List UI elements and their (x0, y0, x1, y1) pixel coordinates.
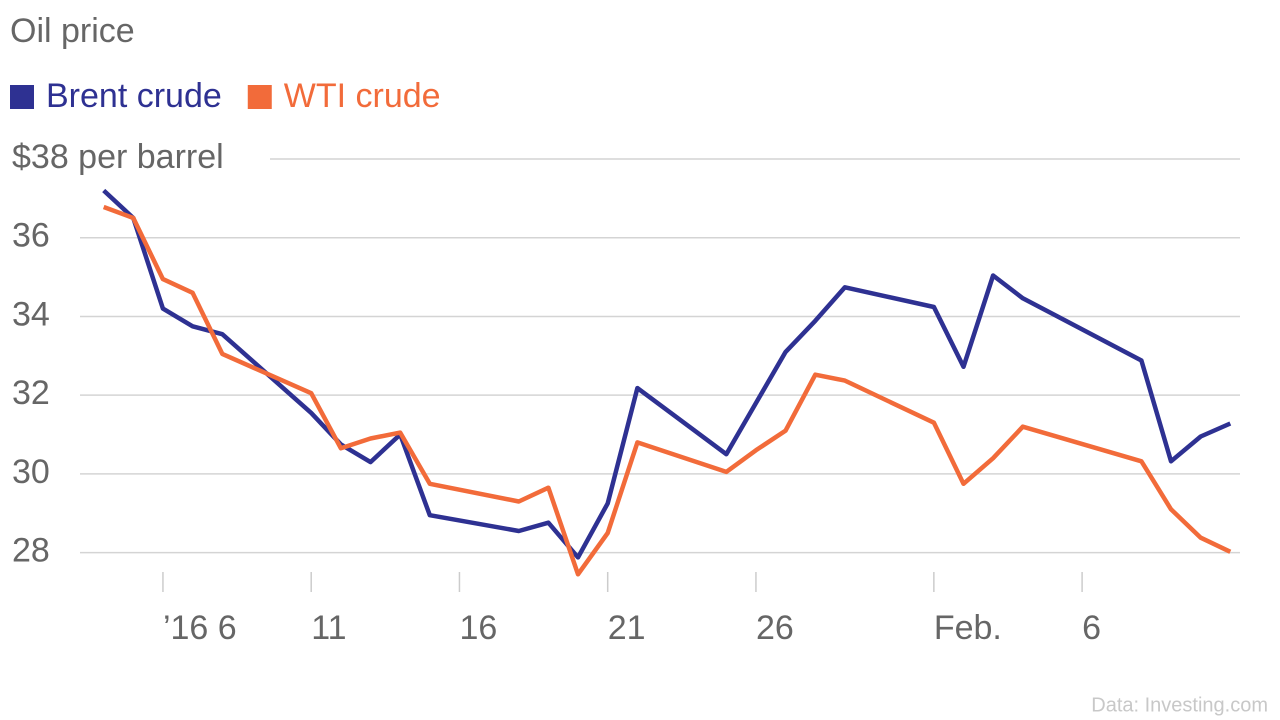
series-line (102, 188, 1232, 560)
x-tick-label: 16 (459, 609, 497, 647)
chart-title: Oil price (10, 12, 135, 50)
y-tick-label: 36 (12, 217, 50, 255)
y-tick-label: 34 (12, 295, 50, 333)
legend-label: WTI crude (284, 77, 441, 115)
series-line (102, 204, 1232, 577)
y-tick-label: 32 (12, 374, 50, 412)
x-tick-label: 6 (1082, 609, 1101, 647)
y-tick-label: $38 per barrel (12, 138, 224, 176)
legend-swatch (247, 85, 272, 109)
source: Data: Investing.com (1091, 694, 1268, 716)
x-tick-label: 26 (756, 609, 794, 647)
x-tick-label: Feb. (934, 609, 1002, 647)
y-tick-label: 30 (12, 453, 50, 491)
x-tick-label: 21 (608, 609, 646, 647)
x-tick-label: 11 (311, 609, 346, 647)
legend-swatch (10, 85, 34, 109)
y-tick-label: 28 (12, 532, 50, 570)
legend-label: Brent crude (46, 77, 222, 115)
x-tick-label: ’16 6 (163, 609, 237, 647)
